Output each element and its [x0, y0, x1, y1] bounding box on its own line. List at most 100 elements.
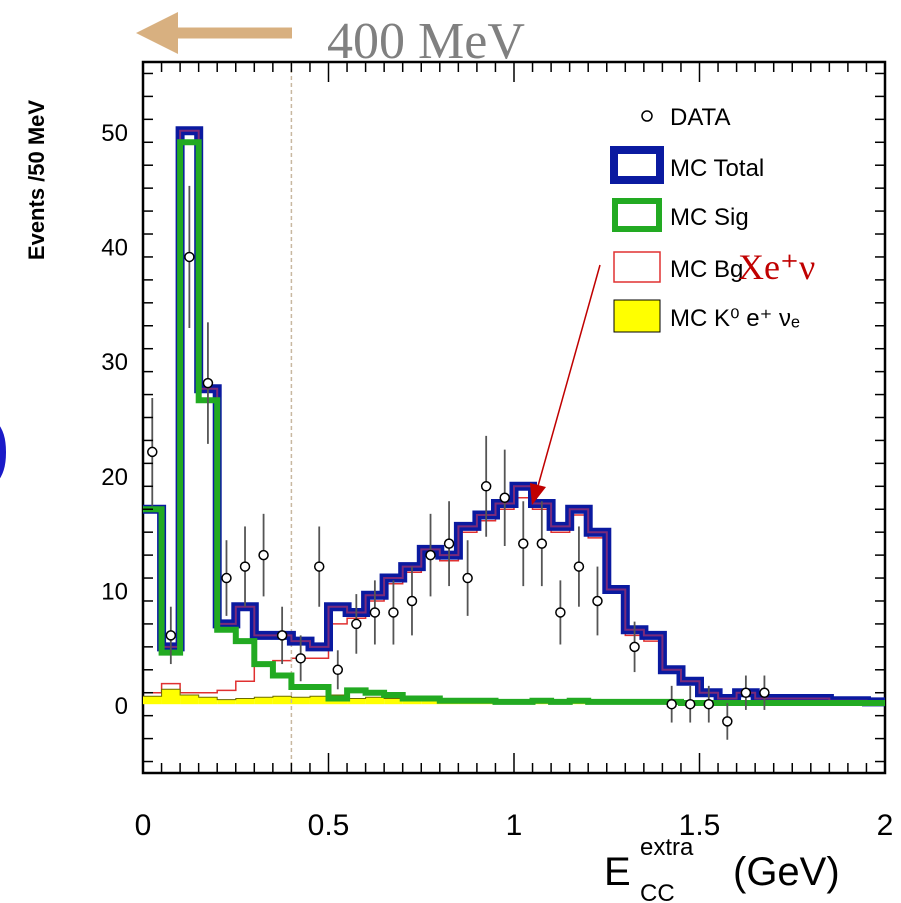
x-axis-label-unit: (GeV)	[733, 850, 840, 894]
data-marker	[462, 572, 473, 584]
k0-bin	[347, 698, 366, 705]
data-point	[388, 580, 399, 645]
k0-bin	[384, 698, 403, 705]
data-point	[276, 606, 288, 665]
y-tick-label: 0	[115, 693, 128, 720]
data-point	[573, 526, 585, 607]
x-tick-label: 0	[135, 809, 152, 842]
y-tick-label: 40	[101, 234, 128, 261]
y-tick-label: 10	[101, 579, 128, 606]
data-marker	[313, 561, 325, 572]
data-point	[480, 435, 492, 537]
data-point	[462, 540, 473, 616]
data-point	[684, 685, 696, 723]
data-point	[536, 501, 548, 587]
data-point	[443, 501, 455, 587]
data-point	[221, 540, 232, 616]
mc-sig-layer	[143, 139, 885, 706]
data-marker	[276, 630, 288, 641]
annotation-arrow-head	[530, 483, 546, 505]
data-point	[313, 526, 325, 607]
left-arrow-head	[136, 12, 178, 54]
legend-marker-mc-total	[610, 146, 664, 184]
x-axis-label: E extra CC (GeV)	[604, 834, 840, 903]
data-point	[759, 675, 770, 710]
cut-annotation: 400 MeV	[327, 13, 525, 70]
x-tick-label: 0.5	[308, 809, 350, 842]
data-point	[555, 580, 566, 645]
data-point	[184, 185, 195, 329]
legend-label-mc-sig: MC Sig	[670, 204, 749, 231]
data-point	[239, 526, 251, 607]
data-point	[629, 621, 640, 673]
data-point	[258, 513, 269, 597]
mc-bg-line	[143, 497, 885, 703]
data-marker	[425, 549, 436, 561]
left-arrow-icon	[136, 12, 292, 54]
data-marker	[573, 561, 585, 572]
data-point	[202, 322, 214, 444]
data-marker	[703, 698, 715, 710]
data-marker	[332, 664, 344, 676]
data-marker	[629, 641, 640, 653]
data-point	[703, 685, 715, 723]
k0-bin	[272, 696, 292, 705]
data-marker	[555, 607, 566, 618]
data-marker	[406, 595, 418, 607]
legend-marker-data	[641, 110, 653, 122]
data-marker	[202, 377, 214, 389]
data-point	[351, 594, 362, 654]
x-tick-label: 2	[877, 809, 894, 842]
k0-bin	[291, 697, 310, 705]
data-marker	[499, 492, 510, 504]
data-points-layer	[147, 185, 770, 740]
k0-bin	[180, 695, 199, 705]
data-marker	[369, 607, 381, 618]
k0-bin	[235, 698, 255, 705]
data-marker	[722, 716, 733, 727]
data-marker	[184, 251, 195, 263]
data-point	[332, 650, 344, 690]
k0-bin	[217, 699, 236, 705]
y-tick-label: 20	[101, 464, 128, 491]
data-marker	[536, 538, 548, 549]
legend-marker-mc-k0	[613, 299, 661, 333]
data-point	[499, 449, 510, 546]
data-point	[722, 703, 733, 740]
data-marker	[239, 561, 251, 572]
data-marker	[258, 549, 269, 561]
x-axis-label-sub: CC	[640, 880, 675, 903]
data-marker	[388, 607, 399, 618]
edge-glyph: )	[0, 395, 10, 494]
axis-ticks	[142, 62, 886, 773]
legend-marker-mc-bg	[613, 251, 661, 283]
data-marker	[666, 698, 677, 710]
data-marker	[443, 538, 455, 549]
data-marker	[684, 698, 696, 710]
data-marker	[592, 595, 603, 607]
legend-label-mc-bg: MC Bg	[670, 256, 743, 283]
data-marker	[147, 446, 158, 458]
data-point	[147, 398, 158, 506]
mc-total-inner-line	[143, 129, 885, 703]
annotation-arrow	[530, 264, 601, 505]
k0-bin	[421, 699, 440, 705]
data-marker	[759, 687, 770, 698]
data-point	[592, 566, 603, 636]
legend-label-mc-k0: MC K⁰ e⁺ νₑ	[670, 305, 800, 332]
data-point	[406, 566, 418, 636]
legend-marker-mc-sig	[612, 198, 662, 232]
legend-label-data: DATA	[670, 104, 730, 131]
mc-total-layer	[143, 126, 885, 707]
data-marker	[740, 687, 752, 698]
k0-bin	[161, 689, 181, 705]
k0-bin	[198, 697, 218, 705]
mc-bg-layer	[143, 497, 885, 703]
k0-bin	[254, 697, 273, 705]
annotation-arrow-line	[537, 264, 601, 487]
x-tick-label: 1.5	[679, 809, 721, 842]
k0-bin	[365, 697, 385, 705]
data-point	[165, 606, 177, 665]
